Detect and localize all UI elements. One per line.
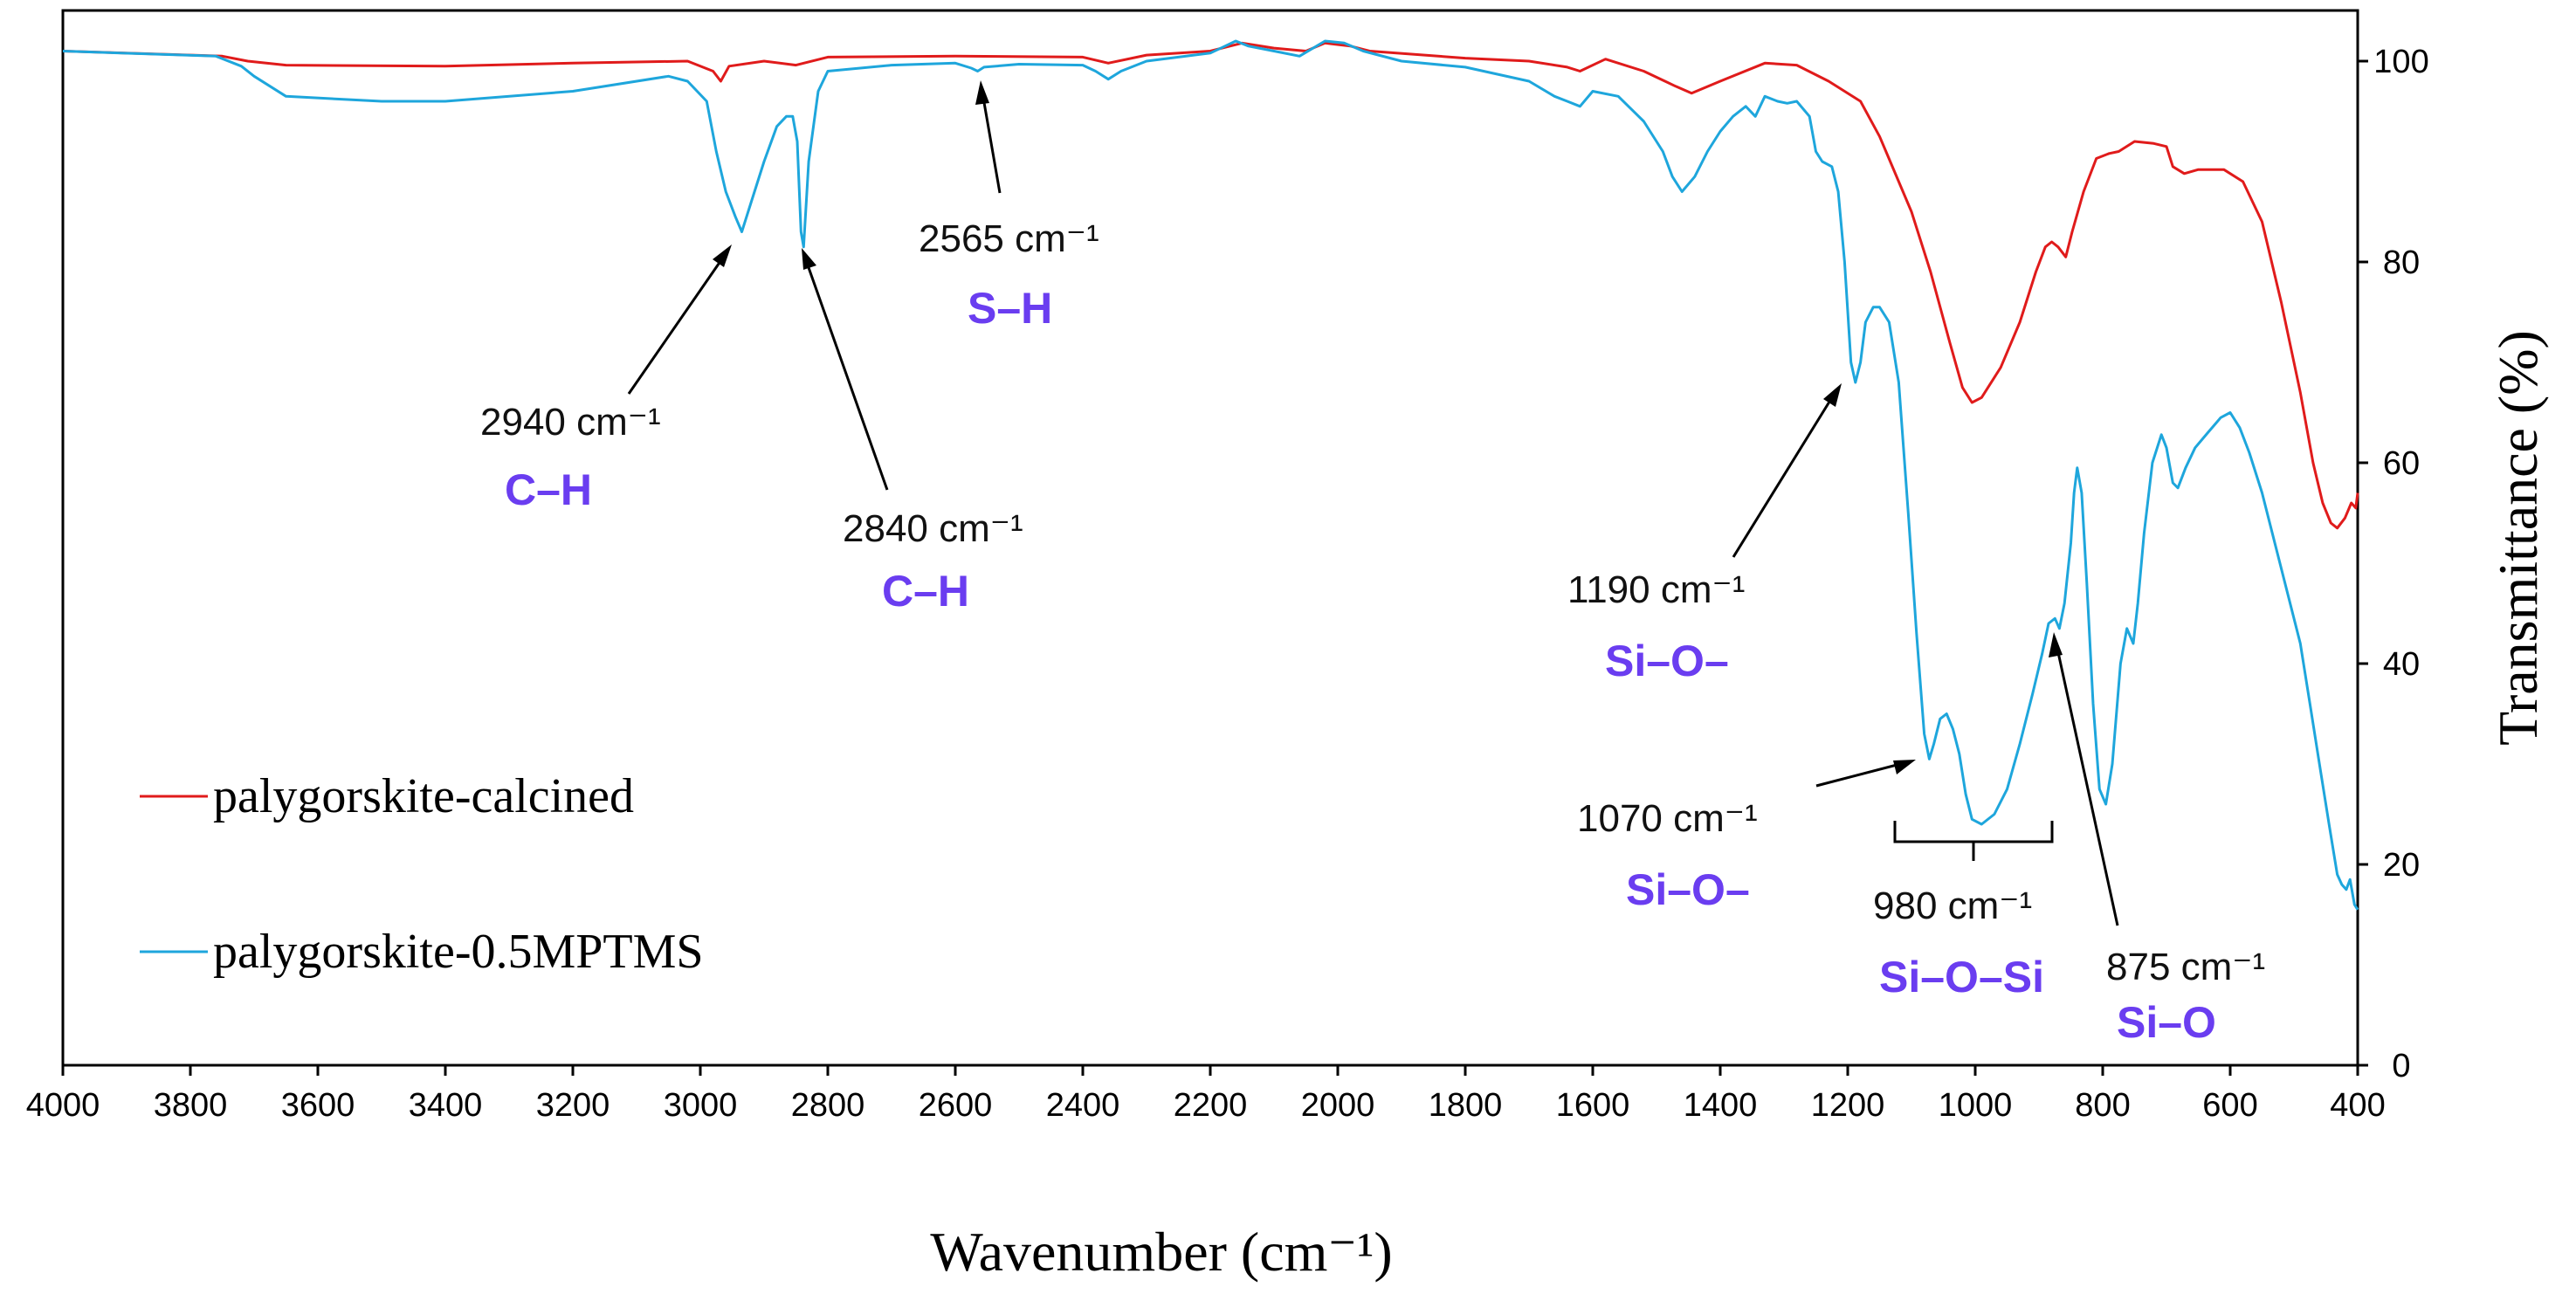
x-tick-label: 800 <box>2075 1087 2130 1124</box>
x-tick-label: 2200 <box>1174 1087 1248 1124</box>
legend-label-mptms: palygorskite-0.5MPTMS <box>213 925 704 979</box>
x-tick-label: 1200 <box>1811 1087 1885 1124</box>
arrow-875-shaft <box>2055 644 2119 926</box>
annotation-2840-wavenumber: 2840 cm⁻¹ <box>843 507 1023 550</box>
annotation-875: 875 cm⁻¹ Si–O <box>2106 946 2265 1047</box>
legend-label-calcined: palygorskite-calcined <box>213 769 634 823</box>
annotation-1190-group: Si–O– <box>1605 637 1729 685</box>
annotation-1190: 1190 cm⁻¹ Si–O– <box>1567 568 1745 685</box>
arrowhead-1070 <box>1893 760 1916 774</box>
annotation-2565-wavenumber: 2565 cm⁻¹ <box>919 217 1099 260</box>
x-tick-label: 3800 <box>154 1087 228 1124</box>
annotation-arrowheads <box>713 80 2063 774</box>
arrow-2940-shaft <box>627 254 727 395</box>
x-tick-label: 3400 <box>409 1087 483 1124</box>
arrowhead-2940 <box>713 244 732 267</box>
arrowhead-1190 <box>1823 383 1842 407</box>
x-tick-label: 1600 <box>1556 1087 1630 1124</box>
y-axis-ticks: 0 20 40 60 80 100 <box>2358 44 2429 1084</box>
x-tick-label: 3000 <box>664 1087 738 1124</box>
arrowhead-2565 <box>975 80 989 105</box>
annotation-1070: 1070 cm⁻¹ Si–O– <box>1577 797 1758 914</box>
arrowhead-875 <box>2049 632 2063 657</box>
annotation-980-group: Si–O–Si <box>1879 953 2044 1001</box>
arrow-2840-shaft <box>804 259 889 491</box>
annotation-1070-group: Si–O– <box>1626 865 1750 914</box>
y-tick-label: 20 <box>2383 847 2420 884</box>
annotation-2940: 2940 cm⁻¹ C–H <box>480 401 661 514</box>
annotation-2840-group: C–H <box>882 567 969 616</box>
y-tick-label: 0 <box>2392 1048 2410 1084</box>
x-tick-label: 600 <box>2202 1087 2257 1124</box>
y-tick-label: 100 <box>2373 44 2428 80</box>
arrow-1190-shaft <box>1732 394 1836 558</box>
annotation-arrows <box>627 92 2119 926</box>
annotation-2565-group: S–H <box>968 284 1052 333</box>
legend: palygorskite-calcined palygorskite-0.5MP… <box>140 769 704 979</box>
series-line-mptms <box>62 39 2359 911</box>
series-line-calcined <box>62 41 2359 530</box>
arrow-1070-shaft <box>1815 761 1904 788</box>
bracket-980 <box>1893 821 2054 861</box>
x-tick-label: 2600 <box>919 1087 993 1124</box>
annotation-875-group: Si–O <box>2117 998 2216 1047</box>
annotation-1190-wavenumber: 1190 cm⁻¹ <box>1567 568 1745 611</box>
arrow-2565-shaft <box>981 92 1002 194</box>
x-axis-ticks: 4000 3800 3600 3400 3200 3000 2800 2600 2400 2200… <box>26 1065 2386 1124</box>
annotation-980: 980 cm⁻¹ Si–O–Si <box>1873 884 2044 1001</box>
annotation-2940-wavenumber: 2940 cm⁻¹ <box>480 401 661 444</box>
annotation-1070-wavenumber: 1070 cm⁻¹ <box>1577 797 1758 840</box>
series-layer <box>62 39 2359 911</box>
y-tick-label: 60 <box>2383 445 2420 482</box>
annotation-875-wavenumber: 875 cm⁻¹ <box>2106 946 2265 988</box>
x-tick-label: 2000 <box>1301 1087 1375 1124</box>
x-tick-label: 2800 <box>791 1087 865 1124</box>
x-tick-label: 1800 <box>1429 1087 1503 1124</box>
y-axis-title: Transmittance (%) <box>2487 330 2549 746</box>
y-tick-label: 40 <box>2383 646 2420 683</box>
y-tick-label: 80 <box>2383 244 2420 281</box>
x-tick-label: 3600 <box>281 1087 355 1124</box>
x-tick-label: 2400 <box>1046 1087 1120 1124</box>
x-tick-label: 1400 <box>1684 1087 1758 1124</box>
x-tick-label: 1000 <box>1939 1087 2013 1124</box>
x-tick-label: 400 <box>2330 1087 2385 1124</box>
annotation-2940-group: C–H <box>505 465 592 514</box>
annotation-2565: 2565 cm⁻¹ S–H <box>919 217 1099 333</box>
x-tick-label: 4000 <box>26 1087 100 1124</box>
annotation-2840: 2840 cm⁻¹ C–H <box>843 507 1023 616</box>
x-tick-label: 3200 <box>536 1087 610 1124</box>
arrowhead-2840 <box>802 248 816 270</box>
annotation-980-wavenumber: 980 cm⁻¹ <box>1873 884 2032 927</box>
x-axis-title: Wavenumber (cm⁻¹) <box>930 1221 1392 1283</box>
